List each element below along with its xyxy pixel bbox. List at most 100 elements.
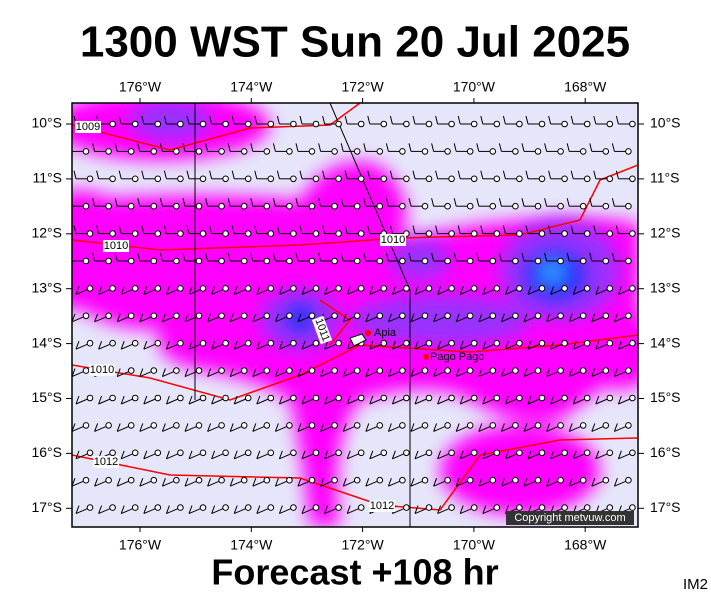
barb-flag [276, 225, 280, 234]
barb-station [444, 312, 451, 320]
barb-flag [250, 143, 254, 152]
barb-flag [550, 450, 555, 459]
barb-station [331, 367, 338, 374]
barb-station [376, 148, 384, 155]
barb-flag [165, 450, 170, 459]
barb-station [403, 339, 410, 347]
barb-flag [340, 143, 344, 152]
barb-flag [435, 115, 439, 125]
barb-flag [143, 450, 148, 459]
barb-flag [453, 143, 457, 152]
barb-flag [548, 225, 552, 234]
barb-flag [75, 286, 80, 295]
barb-station [583, 504, 591, 511]
isobar-value: 1012 [94, 456, 118, 468]
barb-station [109, 394, 116, 402]
barb-station [489, 476, 497, 484]
barb-station [109, 285, 116, 292]
barb-station [109, 175, 116, 183]
barb-station [267, 230, 275, 237]
barb-station [448, 394, 455, 402]
barb-station [625, 476, 632, 484]
barb-station [222, 285, 229, 292]
barb-station [308, 312, 316, 320]
barb-station [399, 148, 406, 155]
barb-station [177, 339, 184, 347]
barb-flag [165, 341, 170, 350]
place-label: Pago Pago [430, 351, 484, 363]
barb-flag [521, 143, 525, 152]
barb-station [399, 257, 406, 265]
barb-flag [591, 368, 596, 377]
lat-label: 15°S [650, 389, 681, 405]
barb-flag [320, 423, 325, 432]
barb-station [177, 120, 184, 128]
barb-station [357, 449, 365, 457]
barb-flag [342, 423, 347, 432]
barb-station [512, 312, 519, 320]
barb-flag [527, 341, 532, 350]
barb-flag [568, 368, 573, 377]
barb-flag [276, 115, 280, 125]
barb-station [131, 504, 139, 511]
barb-flag [324, 286, 329, 295]
barb-flag [229, 368, 234, 377]
barb-station [516, 285, 523, 292]
barb-flag [324, 450, 329, 459]
lat-label: 12°S [650, 225, 681, 241]
barb-station [109, 339, 116, 347]
barb-station [376, 257, 384, 265]
barb-flag [98, 286, 103, 295]
barb-station [444, 202, 451, 210]
barb-flag [346, 450, 351, 459]
lat-label: 11°S [33, 170, 62, 186]
barb-station [399, 422, 406, 429]
barb-flag [595, 341, 600, 350]
barb-station [606, 504, 614, 511]
barb-flag [209, 225, 213, 234]
barb-flag [252, 368, 257, 377]
isobar-label: 1009 [75, 121, 101, 133]
barb-flag [389, 115, 393, 125]
barb-flag [437, 450, 442, 459]
barb-station [625, 312, 632, 320]
barb-flag [391, 450, 396, 459]
barb-flag [207, 478, 212, 487]
barb-station [493, 339, 501, 347]
barb-flag [342, 368, 347, 377]
barb-station [240, 257, 248, 265]
barb-flag [455, 313, 460, 322]
barb-flag [297, 478, 302, 487]
barb-flag [433, 478, 438, 487]
barb-station [199, 449, 207, 457]
barb-station [312, 449, 320, 457]
barb-flag [431, 143, 435, 152]
barb-flag [363, 198, 367, 207]
barb-flag [114, 143, 118, 152]
barb-flag [116, 313, 121, 322]
barb-flag [322, 170, 326, 179]
barb-flag [437, 286, 442, 295]
lat-label: 17°S [650, 499, 681, 515]
barb-station [127, 257, 135, 265]
barb-station [335, 175, 342, 183]
barb-flag [548, 115, 552, 125]
barb-flag [229, 313, 234, 322]
barb-flag [184, 368, 189, 377]
barb-flag [595, 395, 600, 405]
barb-flag [433, 368, 438, 377]
barb-station [425, 285, 433, 292]
barb-flag [301, 341, 306, 350]
barb-flag [408, 198, 412, 207]
barb-station [105, 148, 112, 155]
barb-flag [98, 395, 103, 405]
barb-flag [233, 505, 238, 514]
barb-station [557, 202, 564, 210]
barb-flag [92, 252, 96, 262]
barb-flag [550, 341, 555, 350]
barb-station [399, 312, 406, 320]
barb-flag [252, 423, 257, 432]
barb-flag [453, 198, 457, 207]
barb-flag [143, 341, 148, 350]
